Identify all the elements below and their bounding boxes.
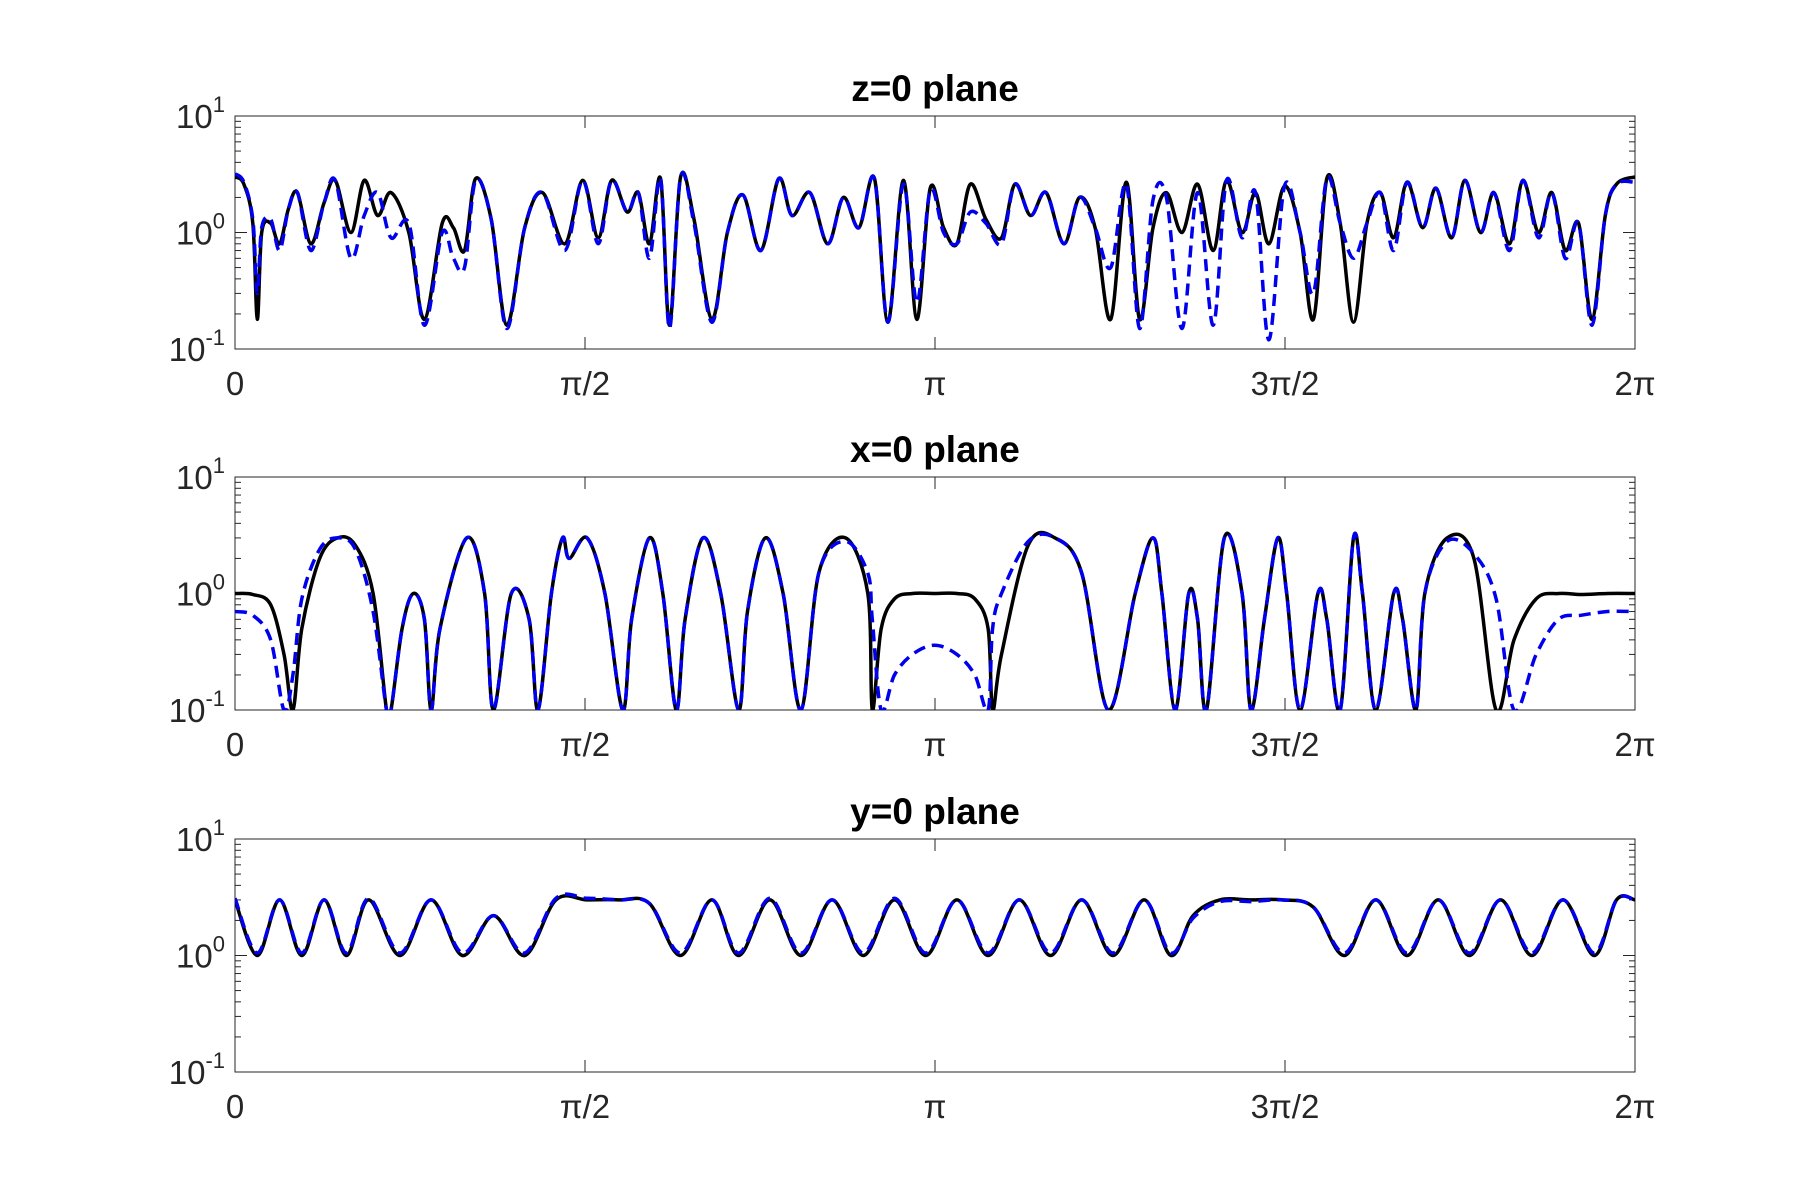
series-dashed-line [235, 892, 1635, 955]
subplot-1: z=0 plane 0 π/2 π 3π/2 2π 10-1 100 101 [169, 68, 1656, 402]
y-tick-label: 101 [176, 453, 225, 496]
x-tick-label: 3π/2 [1251, 1088, 1320, 1125]
subplot-title: y=0 plane [850, 791, 1020, 832]
x-tick-label: 0 [226, 726, 244, 763]
x-tick-label: π [924, 1088, 947, 1125]
series-dashed-line [235, 531, 1635, 710]
x-tick-label: π/2 [560, 726, 610, 763]
series-solid-line [235, 530, 1635, 710]
y-tick-label: 100 [176, 932, 225, 975]
x-tick-label: 0 [226, 1088, 244, 1125]
x-tick-label: 2π [1614, 365, 1655, 402]
axes-box [234, 838, 1636, 1073]
x-tick-label: 3π/2 [1251, 365, 1320, 402]
subplot-3: y=0 plane 0 π/2 π 3π/2 2π 10-1 100 101 [169, 791, 1656, 1125]
subplot-2: x=0 plane 0 π/2 π 3π/2 2π 10-1 100 101 [169, 429, 1656, 763]
y-tick-label: 100 [176, 570, 225, 613]
x-tick-label: 0 [226, 365, 244, 402]
x-tick-label: 2π [1614, 726, 1655, 763]
x-tick-label: 3π/2 [1251, 726, 1320, 763]
y-tick-label: 101 [176, 92, 225, 135]
x-tick-label: π/2 [560, 1088, 610, 1125]
y-tick-label: 101 [176, 815, 225, 858]
y-tick-label: 10-1 [169, 686, 225, 729]
x-tick-label: 2π [1614, 1088, 1655, 1125]
series-dashed-line [235, 170, 1635, 342]
y-tick-label: 10-1 [169, 325, 225, 368]
x-tick-label: π/2 [560, 365, 610, 402]
subplot-title: x=0 plane [850, 429, 1020, 470]
y-tick-label: 10-1 [169, 1048, 225, 1091]
x-tick-label: π [924, 726, 947, 763]
subplot-title: z=0 plane [851, 68, 1019, 109]
x-tick-label: π [924, 365, 947, 402]
y-tick-label: 100 [176, 209, 225, 252]
